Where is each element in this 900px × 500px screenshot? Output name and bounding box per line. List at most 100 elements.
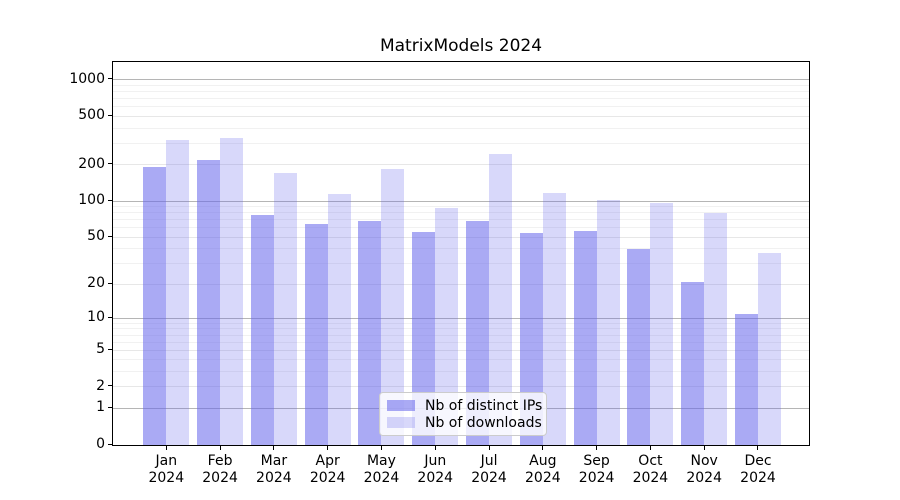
x-tick-mark xyxy=(273,446,275,450)
gridline xyxy=(113,127,809,129)
bar-downloads-dec xyxy=(757,252,781,445)
x-tick-year: 2024 xyxy=(363,470,400,486)
x-tick-month: Jun xyxy=(424,453,447,469)
bar-downloads-jan xyxy=(166,140,190,445)
x-tick-year: 2024 xyxy=(740,470,776,486)
gridline xyxy=(113,236,809,238)
bar-downloads-may xyxy=(381,169,405,445)
x-tick-mark xyxy=(542,446,544,450)
y-tick-mark xyxy=(108,406,112,408)
x-tick-year: 2024 xyxy=(202,470,238,486)
gridline xyxy=(113,98,809,100)
x-tick-year: 2024 xyxy=(471,470,507,486)
bar-downloads-feb xyxy=(220,138,244,445)
plot-area: Nb of distinct IPs Nb of downloads xyxy=(112,61,810,446)
bar-downloads-aug xyxy=(542,193,566,445)
x-tick-year: 2024 xyxy=(309,470,346,486)
bar-downloads-mar xyxy=(273,173,297,445)
x-tick-mark xyxy=(488,446,490,450)
y-tick-mark xyxy=(108,235,112,237)
y-tick-label: 5 xyxy=(96,341,105,358)
gridline xyxy=(113,227,809,229)
x-tick-year: 2024 xyxy=(525,470,561,486)
x-tick-month: Jul xyxy=(480,453,498,469)
bar-ips-feb xyxy=(197,160,221,445)
y-tick-mark xyxy=(108,385,112,387)
bar-downloads-jun xyxy=(435,207,459,445)
gridline xyxy=(113,322,809,324)
x-tick-mark xyxy=(703,446,705,450)
y-tick-label: 200 xyxy=(78,155,105,172)
gridline xyxy=(113,317,809,319)
x-tick-label: Apr 2024 xyxy=(296,453,360,487)
bar-ips-mar xyxy=(250,215,274,445)
x-tick-mark xyxy=(434,446,436,450)
x-tick-label: Aug 2024 xyxy=(511,453,575,487)
legend-row: Nb of distinct IPs xyxy=(387,397,543,414)
x-tick-label: Nov 2024 xyxy=(672,453,736,487)
legend-row: Nb of downloads xyxy=(387,414,542,431)
gridline xyxy=(113,248,809,250)
x-tick-mark xyxy=(649,446,651,450)
x-tick-label: Jan 2024 xyxy=(134,453,198,487)
bar-ips-sep xyxy=(573,231,597,445)
gridline xyxy=(113,349,809,351)
gridline xyxy=(113,142,809,144)
legend-swatch-ips xyxy=(387,400,415,411)
x-tick-label: Oct 2024 xyxy=(618,453,682,487)
x-tick-month: Dec xyxy=(744,453,772,469)
y-tick-mark xyxy=(108,316,112,318)
gridline xyxy=(113,106,809,108)
bar-downloads-jul xyxy=(489,153,513,445)
x-tick-year: 2024 xyxy=(148,470,185,486)
x-tick-month: Oct xyxy=(638,453,663,469)
x-tick-month: Aug xyxy=(529,453,557,469)
gridline xyxy=(113,328,809,330)
gridline xyxy=(113,219,809,221)
gridline xyxy=(113,115,809,117)
bar-ips-nov xyxy=(681,281,705,445)
y-tick-mark xyxy=(108,199,112,201)
legend-label: Nb of downloads xyxy=(425,414,542,431)
gridline xyxy=(113,334,809,336)
gridline xyxy=(113,84,809,86)
x-tick-year: 2024 xyxy=(686,470,722,486)
y-tick-mark xyxy=(108,114,112,116)
x-tick-label: Sep 2024 xyxy=(565,453,629,487)
y-tick-label: 0 xyxy=(96,436,105,452)
y-tick-label: 100 xyxy=(78,192,105,209)
bar-downloads-oct xyxy=(650,202,674,445)
gridline xyxy=(113,359,809,361)
gridline xyxy=(113,79,809,81)
bar-downloads-nov xyxy=(704,212,728,445)
y-tick-mark xyxy=(108,78,112,80)
y-tick-mark xyxy=(108,282,112,284)
x-tick-mark xyxy=(165,446,167,450)
gridline xyxy=(113,263,809,265)
bar-ips-jul xyxy=(466,220,490,445)
bar-ips-jun xyxy=(412,232,436,445)
x-tick-year: 2024 xyxy=(417,470,454,486)
x-tick-label: Jun 2024 xyxy=(403,453,467,487)
gridline xyxy=(113,206,809,208)
x-tick-label: May 2024 xyxy=(349,453,413,487)
x-tick-mark xyxy=(219,446,221,450)
x-tick-month: Jan xyxy=(155,453,178,469)
y-tick-label: 50 xyxy=(87,228,105,245)
bar-ips-dec xyxy=(734,313,758,445)
y-tick-mark xyxy=(108,163,112,165)
gridline xyxy=(113,283,809,285)
y-tick-label: 2 xyxy=(96,377,105,394)
legend-label: Nb of distinct IPs xyxy=(425,397,543,414)
x-tick-label: Jul 2024 xyxy=(457,453,521,487)
y-tick-label: 500 xyxy=(78,107,105,124)
legend: Nb of distinct IPs Nb of downloads xyxy=(379,392,547,436)
gridline xyxy=(113,91,809,93)
gridline xyxy=(113,341,809,343)
bar-downloads-apr xyxy=(327,193,351,445)
x-tick-month: Feb xyxy=(207,453,233,469)
x-tick-month: May xyxy=(366,453,396,469)
x-tick-label: Feb 2024 xyxy=(188,453,252,487)
bar-downloads-sep xyxy=(596,200,620,445)
